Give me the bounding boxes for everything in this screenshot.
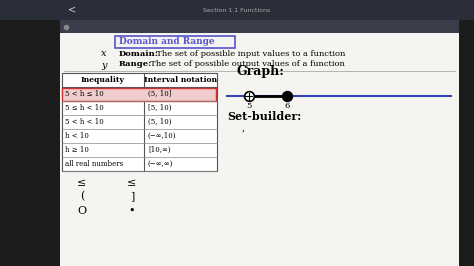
Text: 5 < h < 10: 5 < h < 10 <box>65 118 104 126</box>
Text: Inequality: Inequality <box>81 76 125 84</box>
Text: Graph:: Graph: <box>237 65 285 78</box>
Bar <box>0 20 60 266</box>
Text: ]: ] <box>130 191 134 201</box>
Text: Domain and Range: Domain and Range <box>119 38 215 47</box>
Text: 5 ≤ h < 10: 5 ≤ h < 10 <box>65 104 104 112</box>
Bar <box>459 20 474 266</box>
Text: O: O <box>77 206 87 216</box>
Text: (: ( <box>80 191 84 201</box>
Text: 5: 5 <box>246 102 252 110</box>
Text: h < 10: h < 10 <box>65 132 89 140</box>
Bar <box>0 0 474 20</box>
Text: ≤: ≤ <box>128 178 137 188</box>
Text: ,: , <box>242 123 245 132</box>
Bar <box>62 73 217 171</box>
Text: Range:: Range: <box>119 60 152 68</box>
Bar <box>60 33 459 266</box>
Text: Section 1.1 Functions: Section 1.1 Functions <box>203 7 271 13</box>
Text: The set of possible output values of a function: The set of possible output values of a f… <box>145 60 345 68</box>
Text: Domain:: Domain: <box>119 50 159 58</box>
Text: 5 < h ≤ 10: 5 < h ≤ 10 <box>65 90 104 98</box>
Text: (−∞,∞): (−∞,∞) <box>148 160 173 168</box>
Text: The set of possible input values to a function: The set of possible input values to a fu… <box>151 50 346 58</box>
Text: •: • <box>129 206 135 216</box>
Text: Set-builder:: Set-builder: <box>227 110 301 122</box>
Bar <box>0 20 474 33</box>
Text: (5, 10]: (5, 10] <box>148 90 172 98</box>
Text: (−∞,10): (−∞,10) <box>148 132 176 140</box>
Text: (5, 10): (5, 10) <box>148 118 172 126</box>
Text: x: x <box>101 49 107 59</box>
Text: all real numbers: all real numbers <box>65 160 123 168</box>
Text: [10,∞): [10,∞) <box>148 146 171 154</box>
Bar <box>115 36 235 48</box>
Text: y: y <box>101 60 107 69</box>
Text: Interval notation: Interval notation <box>144 76 217 84</box>
Text: [5, 10): [5, 10) <box>148 104 172 112</box>
Text: ≤: ≤ <box>77 178 87 188</box>
Text: 6: 6 <box>284 102 290 110</box>
Text: h ≥ 10: h ≥ 10 <box>65 146 89 154</box>
Text: <: < <box>68 5 76 15</box>
Bar <box>63 88 217 101</box>
